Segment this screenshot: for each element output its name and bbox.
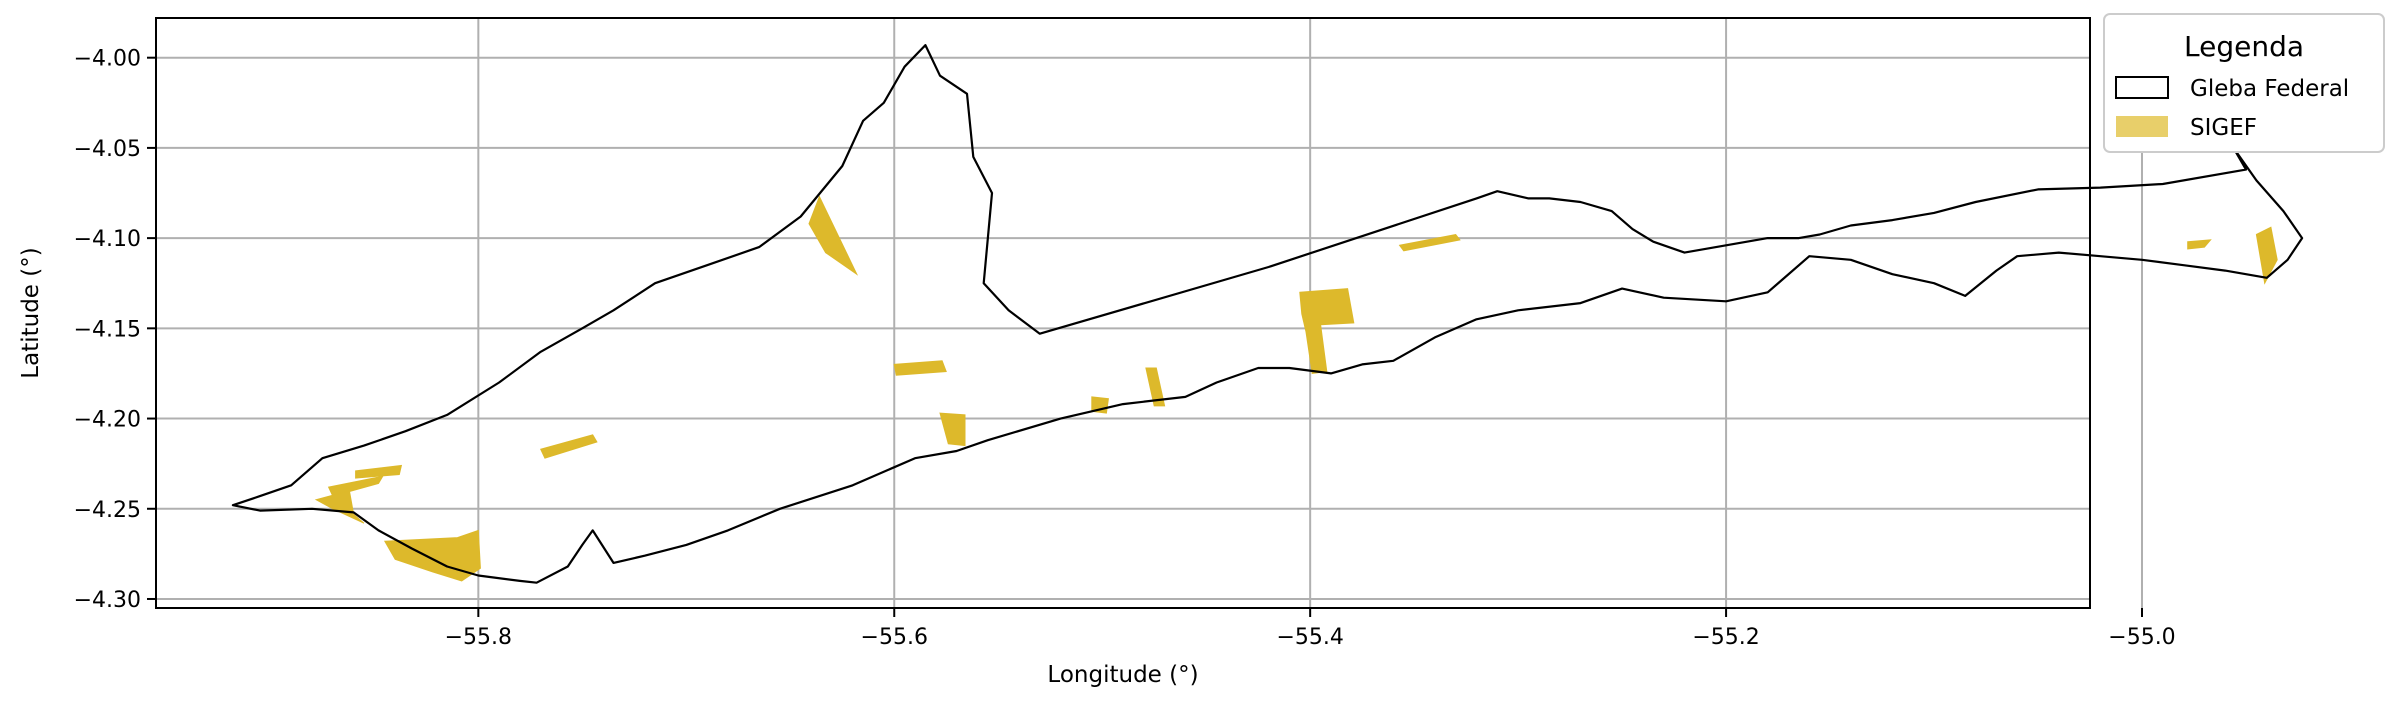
- legend-swatch-gleba-federal: [2115, 76, 2169, 99]
- y-tick-label: −4.20: [74, 408, 141, 433]
- sigef-parcel: [327, 475, 384, 497]
- x-axis-ticks: −55.8 −55.6 −55.4 −55.2 −55.0: [445, 608, 2176, 650]
- x-tick-label: −55.2: [1692, 625, 1759, 650]
- sigef-parcel: [939, 412, 966, 447]
- legend-title: Legenda: [2184, 30, 2304, 63]
- legend-box: [2103, 13, 2385, 153]
- sigef-parcel: [893, 360, 947, 376]
- x-tick-label: −55.6: [861, 625, 928, 650]
- x-tick-label: −55.8: [445, 625, 512, 650]
- y-tick-label: −4.10: [74, 227, 141, 252]
- legend-label-sigef: SIGEF: [2190, 115, 2257, 141]
- y-axis-label: Latitude (°): [18, 247, 44, 378]
- sigef-parcel: [1299, 288, 1355, 374]
- y-tick-label: −4.25: [74, 498, 141, 523]
- horizontal-gridlines: [156, 56, 2090, 600]
- plot-area-frame: [155, 17, 2091, 609]
- legend-label-gleba-federal: Gleba Federal: [2190, 76, 2349, 102]
- y-tick-label: −4.05: [74, 137, 141, 162]
- sigef-parcel: [808, 195, 859, 276]
- x-tick-label: −55.0: [2108, 625, 2175, 650]
- y-axis-ticks: −4.00 −4.05 −4.10 −4.15 −4.20 −4.25 −4.30: [74, 47, 156, 613]
- legend: Legenda Gleba Federal SIGEF: [2103, 13, 2385, 153]
- y-tick-label: −4.00: [74, 47, 141, 72]
- x-axis-label: Longitude (°): [1047, 662, 1198, 688]
- gleba-federal-layer: [231, 43, 2304, 584]
- gleba-federal-boundary: [231, 43, 2304, 584]
- y-tick-label: −4.15: [74, 317, 141, 342]
- x-tick-label: −55.4: [1276, 625, 1343, 650]
- y-tick-label: −4.30: [74, 588, 141, 613]
- sigef-parcel: [355, 464, 403, 479]
- sigef-parcel: [2187, 239, 2212, 250]
- legend-swatch-sigef: [2116, 116, 2168, 137]
- sigef-parcel: [2255, 226, 2278, 285]
- sigef-parcel: [314, 490, 365, 524]
- sigef-parcel: [539, 434, 598, 459]
- sigef-layer: [314, 195, 2278, 582]
- sigef-parcel: [1145, 367, 1166, 407]
- sigef-parcel: [1398, 233, 1461, 252]
